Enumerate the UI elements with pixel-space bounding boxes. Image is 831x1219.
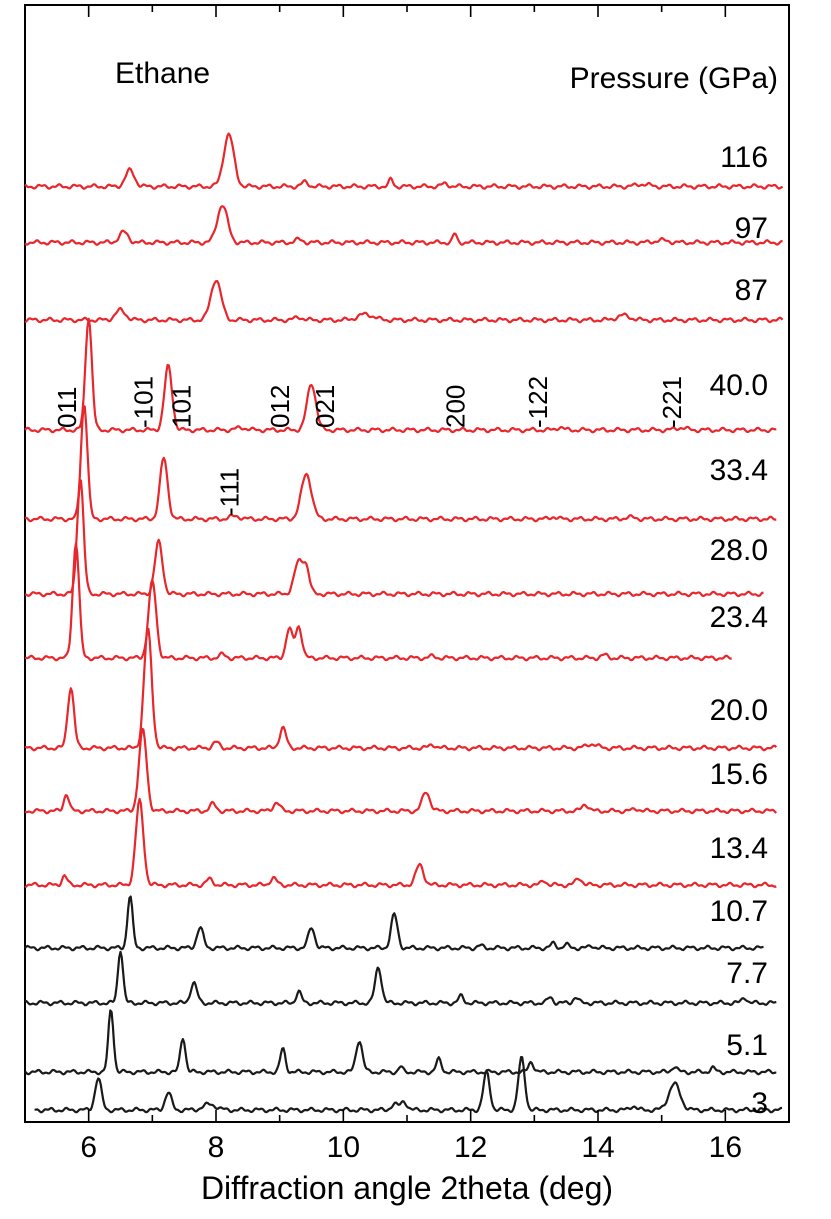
pressure-label-28_0: 28.0 — [710, 534, 768, 567]
pressure-label-33_4: 33.4 — [710, 454, 768, 487]
reflection-label: -111 — [214, 468, 244, 516]
pressure-label-7_7: 7.7 — [726, 957, 768, 990]
spectrum-line-116 — [24, 132, 784, 190]
pressure-label-23_4: 23.4 — [710, 601, 768, 634]
reflection-label: -101 — [128, 376, 158, 428]
pressure-label-20_0: 20.0 — [710, 694, 768, 727]
spectra-curves — [24, 132, 784, 1114]
pressure-label-13_4: 13.4 — [710, 832, 768, 865]
x-axis: 6 8 10 12 14 16 — [24, 5, 790, 1164]
x-tick-label: 12 — [454, 1131, 487, 1164]
pressure-label-116: 116 — [720, 141, 768, 174]
spectrum-line-10_7 — [24, 895, 764, 952]
plot-frame — [24, 4, 790, 1123]
spectrum-line-97 — [24, 205, 783, 246]
spectrum-line-20_0 — [24, 627, 778, 752]
chart-title: Ethane — [115, 57, 210, 90]
reflection-label: -221 — [657, 376, 687, 428]
x-tick-label: 16 — [709, 1131, 742, 1164]
pressure-label-3: 3 — [751, 1087, 768, 1120]
pressure-label-97: 97 — [735, 212, 768, 245]
spectrum-line-23_4 — [24, 542, 732, 662]
spectrum-line-5_1 — [24, 1009, 777, 1076]
pressure-label-10_7: 10.7 — [710, 895, 768, 928]
pressure-legend-title: Pressure (GPa) — [570, 62, 778, 95]
pressure-label-15_6: 15.6 — [710, 758, 768, 791]
spectrum-line-28_0 — [24, 479, 764, 598]
reflection-label: 200 — [440, 385, 470, 428]
plot-area — [24, 4, 790, 1123]
spectrum-line-15_6 — [24, 727, 778, 815]
pressure-label-87: 87 — [735, 274, 768, 307]
spectrum-line-87 — [24, 280, 784, 324]
x-axis-label: Diffraction angle 2theta (deg) — [201, 1170, 613, 1206]
reflection-label: 021 — [310, 385, 340, 428]
x-tick-label: 10 — [327, 1131, 360, 1164]
reflection-label: 101 — [167, 385, 197, 428]
spectrum-line-7_7 — [25, 950, 777, 1007]
spectrum-line-40_0 — [24, 317, 777, 434]
labels: Ethane Pressure (GPa) Diffraction angle … — [52, 57, 778, 1206]
x-tick-label: 6 — [80, 1131, 97, 1164]
pressure-label-5_1: 5.1 — [726, 1029, 768, 1062]
pressure-label-40_0: 40.0 — [710, 369, 768, 402]
reflection-label: -122 — [523, 376, 553, 428]
x-tick-label: 14 — [581, 1131, 614, 1164]
reflection-label: 011 — [52, 387, 82, 428]
spectrum-line-3 — [34, 1056, 782, 1114]
spectrum-line-13_4 — [24, 797, 777, 889]
spectrum-line-33_4 — [24, 404, 777, 523]
reflection-label: 012 — [265, 385, 295, 428]
x-tick-label: 8 — [208, 1131, 225, 1164]
